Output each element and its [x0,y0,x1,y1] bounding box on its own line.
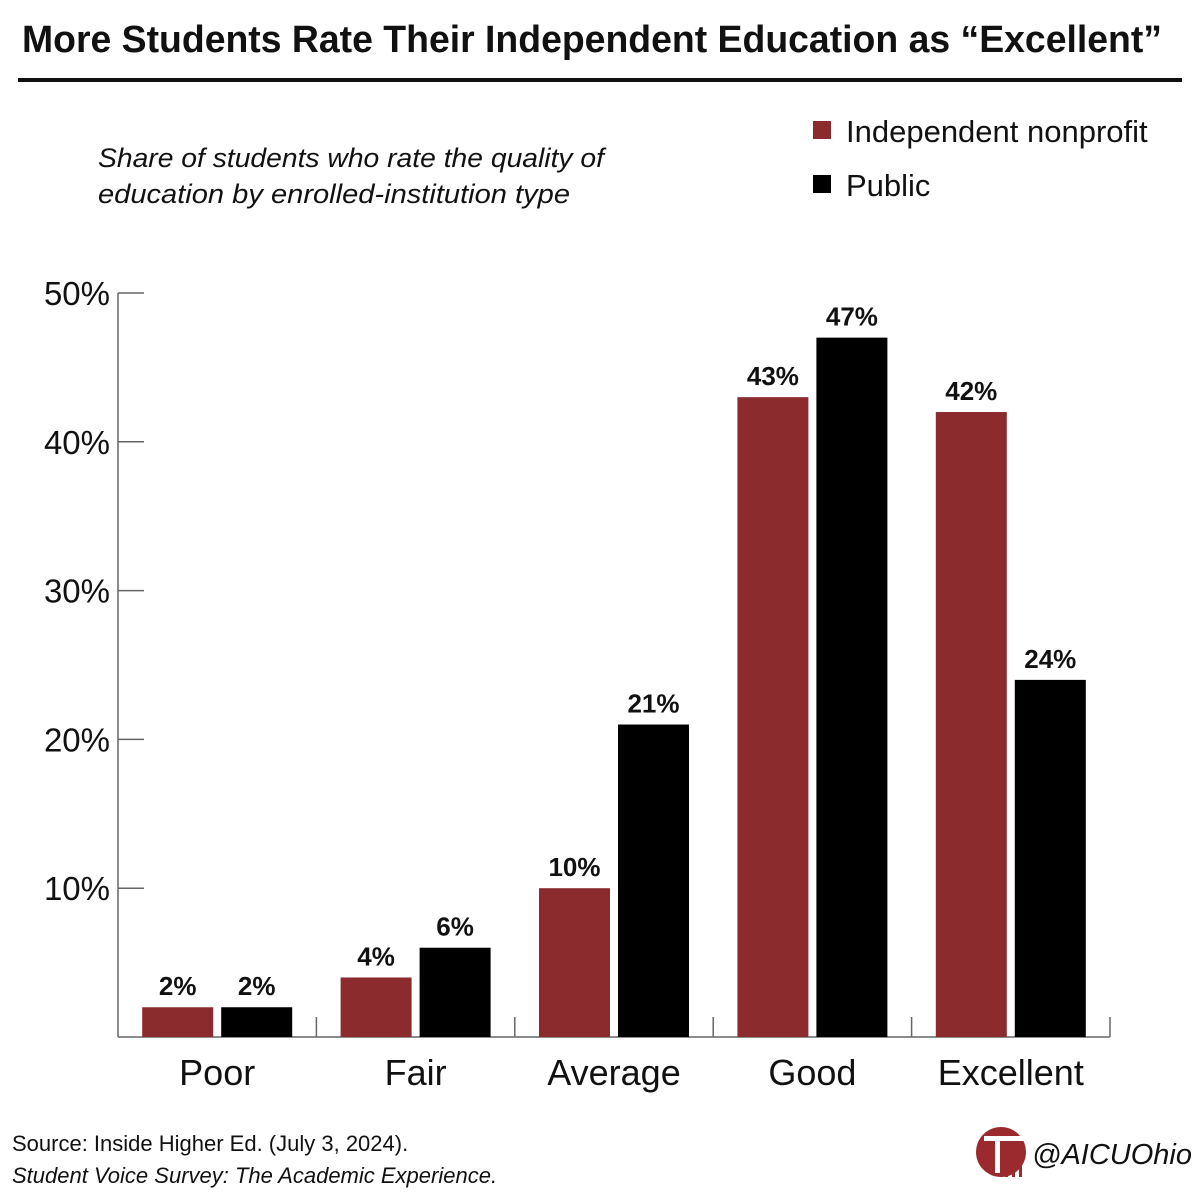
chart-subtitle-line2: education by enrolled-institution type [98,179,570,209]
bars: 2% 2% 4% 6% 10% 21% 43% 47% 42% 24% [142,302,1086,1037]
logo-circle-icon [976,1127,1026,1177]
y-tick-label: 20% [44,721,110,758]
logo-column-icon [1012,1145,1015,1177]
x-tick-label: Fair [385,1052,447,1093]
bar-public-average [618,724,689,1037]
bar-independent-nonprofit-average [539,888,610,1037]
y-tick-label: 40% [44,424,110,461]
x-tick-label: Average [547,1052,680,1093]
title-divider [18,78,1182,82]
logo-column-capital-icon [984,1136,1024,1141]
bar-public-excellent [1014,679,1086,1037]
source-line-1: Source: Inside Higher Ed. (July 3, 2024)… [12,1131,408,1156]
aicu-logo [976,1127,1026,1177]
bar-independent-nonprofit-poor [142,1007,214,1037]
source-line-2: Student Voice Survey: The Academic Exper… [12,1163,497,1188]
y-tick-label: 50% [44,275,110,312]
data-label: 24% [1024,644,1076,674]
legend-label-independent: Independent nonprofit [846,114,1148,149]
legend-swatch-independent [813,121,831,139]
data-label: 4% [357,941,395,971]
bar-independent-nonprofit-excellent [935,412,1007,1037]
bar-public-fair [419,947,491,1037]
data-label: 2% [238,971,276,1001]
logo-column-icon [1019,1145,1022,1177]
bar-independent-nonprofit-good [737,397,809,1037]
legend: Independent nonprofit Public [813,114,1148,203]
y-tick-label: 10% [44,870,110,907]
bar-public-good [816,337,888,1037]
x-tick-label: Poor [179,1052,255,1093]
legend-swatch-public [813,175,831,193]
bar-public-poor [221,1007,293,1037]
x-tick-label: Excellent [938,1052,1084,1093]
data-label: 43% [747,361,799,391]
axes: 10% 20% 30% 40% 50% Poor Fair Average Good Excell… [44,275,1111,1093]
logo-column-icon [1005,1145,1008,1177]
y-tick-label: 30% [44,573,110,610]
data-label: 2% [159,971,197,1001]
chart-title: More Students Rate Their Independent Edu… [22,19,1162,61]
data-label: 21% [627,689,679,719]
legend-label-public: Public [846,168,930,203]
chart-subtitle-line1: Share of students who rate the quality o… [98,143,607,173]
x-tick-label: Good [768,1052,856,1093]
logo-column-icon [995,1141,1000,1173]
social-handle: @AICUOhio [1032,1139,1192,1171]
data-label: 47% [826,302,878,332]
data-label: 42% [945,376,997,406]
bar-independent-nonprofit-fair [340,977,412,1037]
data-label: 6% [436,912,474,942]
data-label: 10% [548,852,600,882]
